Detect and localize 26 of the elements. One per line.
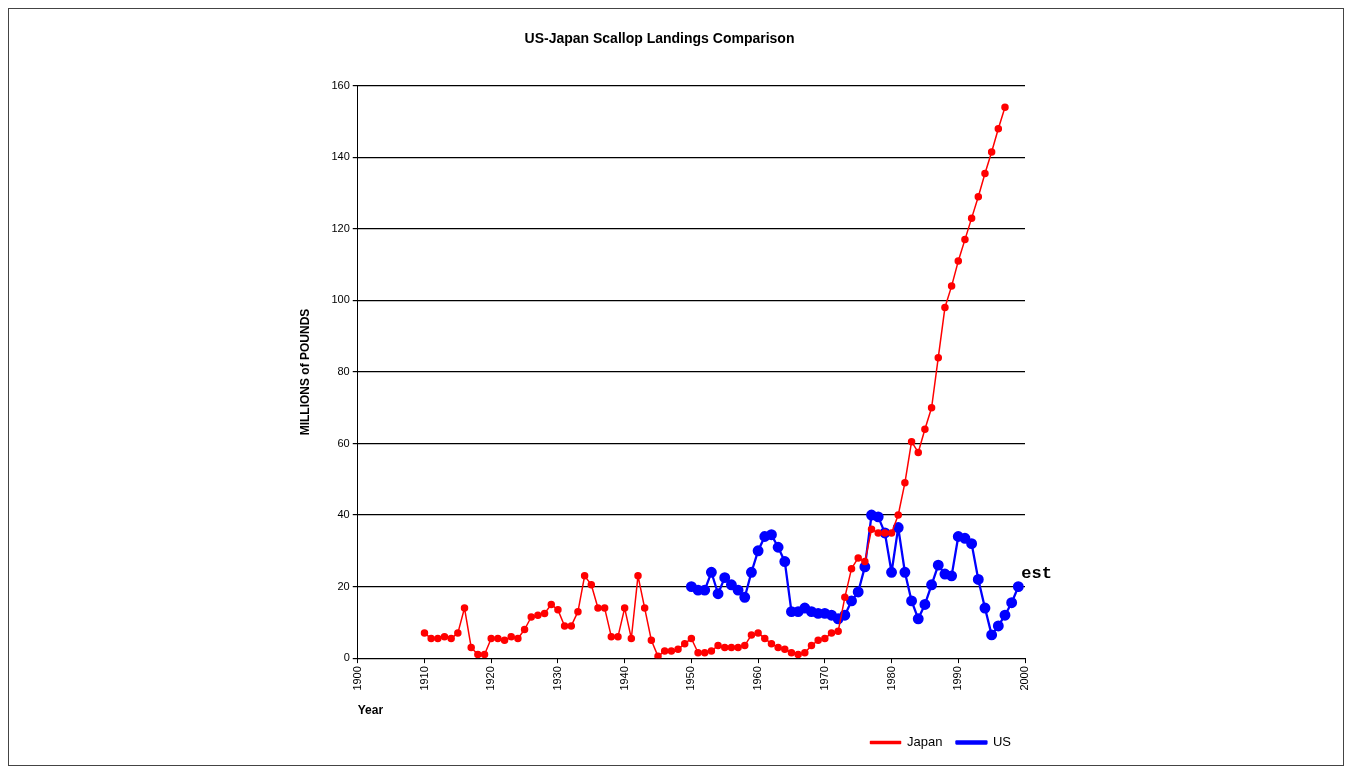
- x-axis-title: Year: [357, 703, 384, 718]
- x-tick-label: 1960: [751, 666, 764, 691]
- x-tick-label: 1940: [617, 666, 630, 691]
- x-tick-label: 1900: [350, 666, 363, 691]
- x-tick-label: 1920: [484, 666, 497, 691]
- x-tick-label: 1910: [417, 666, 430, 691]
- y-tick-label: 140: [331, 150, 350, 163]
- legend-label: Japan: [907, 734, 943, 750]
- legend-label: US: [992, 734, 1012, 750]
- y-tick-label: 100: [331, 293, 350, 306]
- x-tick-label: 1980: [884, 666, 897, 691]
- x-tick-label: 1930: [550, 666, 563, 691]
- x-tick-label: 1950: [684, 666, 697, 691]
- y-tick-label: 80: [337, 365, 350, 377]
- x-tick-label: 2000: [1018, 666, 1031, 691]
- x-tick-label: 1990: [951, 666, 964, 691]
- y-tick-label: 120: [331, 221, 350, 234]
- annotation: est: [1021, 564, 1052, 584]
- y-tick-label: 160: [331, 78, 350, 91]
- y-tick-label: 40: [337, 508, 350, 521]
- x-tick-label: 1970: [817, 666, 830, 691]
- chart-title: US-Japan Scallop Landings Comparison: [524, 30, 795, 47]
- y-tick-label: 60: [337, 436, 350, 449]
- y-axis-title: MILLIONS of POUNDS: [297, 308, 312, 436]
- y-tick-label: 20: [337, 579, 350, 592]
- y-tick-label: 0: [343, 651, 350, 664]
